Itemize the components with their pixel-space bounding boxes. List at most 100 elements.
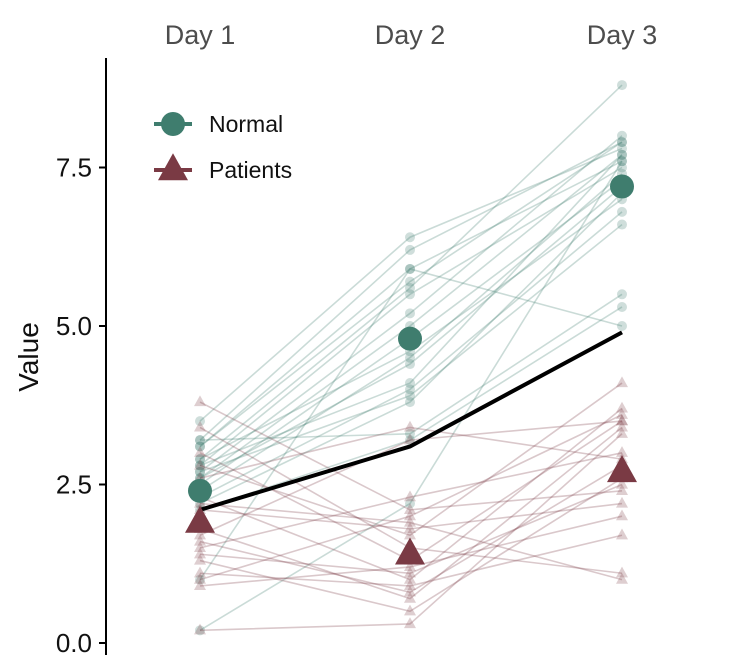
individual-point xyxy=(617,301,627,312)
individual-point xyxy=(194,572,206,584)
individual-point xyxy=(194,534,206,546)
individual-point xyxy=(617,156,627,167)
y-axis-ticks: 0.0 2.5 5.0 7.5 xyxy=(56,153,106,658)
individual-point xyxy=(404,585,416,597)
individual-line xyxy=(199,452,623,549)
individual-line xyxy=(199,420,623,536)
legend-marker-patients xyxy=(158,153,188,181)
individual-point xyxy=(195,441,205,452)
individual-point xyxy=(404,591,416,603)
individual-point xyxy=(195,574,205,585)
individual-point xyxy=(616,566,628,578)
individual-point xyxy=(617,162,627,173)
individual-point xyxy=(195,435,205,446)
individual-point xyxy=(405,435,415,446)
individual-point xyxy=(405,390,415,401)
individual-point xyxy=(616,572,628,584)
individual-line xyxy=(199,141,623,441)
individual-point xyxy=(404,572,416,584)
individual-line xyxy=(199,166,623,467)
individual-point xyxy=(194,541,206,553)
individual-point xyxy=(405,384,415,395)
individual-point xyxy=(616,420,628,432)
individual-point xyxy=(404,515,416,527)
individual-line xyxy=(199,268,623,581)
mean-point-normal xyxy=(398,326,422,351)
individual-point xyxy=(405,428,415,439)
legend-label-normal: Normal xyxy=(209,111,283,137)
individual-lines-patients xyxy=(194,376,628,635)
individual-line xyxy=(199,154,623,479)
legend-key-patients xyxy=(154,153,192,181)
overall-mean-line xyxy=(199,330,623,512)
individual-point xyxy=(195,416,205,427)
individual-point xyxy=(405,244,415,255)
individual-point xyxy=(404,490,416,502)
legend-key-normal xyxy=(154,112,192,136)
individual-point xyxy=(194,446,206,457)
mean-point-patients xyxy=(395,537,425,565)
individual-line xyxy=(199,464,623,594)
y-tick-label: 2.5 xyxy=(56,470,92,500)
individual-point xyxy=(405,263,415,274)
individual-point xyxy=(616,477,628,489)
y-tick-label: 7.5 xyxy=(56,153,92,183)
individual-point xyxy=(194,420,206,432)
individual-point xyxy=(195,454,205,465)
individual-point xyxy=(405,232,415,243)
individual-point xyxy=(405,378,415,389)
individual-point xyxy=(195,460,205,471)
individual-point xyxy=(617,137,627,148)
individual-point xyxy=(617,143,627,154)
mean-point-normal xyxy=(188,478,212,503)
individual-point xyxy=(617,137,627,148)
individual-line xyxy=(199,306,623,511)
individual-point xyxy=(616,414,628,426)
individual-point xyxy=(195,466,205,477)
individual-point xyxy=(404,566,416,578)
individual-point xyxy=(616,414,628,426)
category-label-day1: Day 1 xyxy=(165,20,236,50)
individual-point xyxy=(617,206,627,217)
individual-point xyxy=(616,509,628,521)
individual-point xyxy=(616,446,628,457)
individual-point xyxy=(194,553,206,565)
individual-point xyxy=(616,408,628,419)
individual-point xyxy=(616,484,628,495)
individual-point xyxy=(405,276,415,287)
individual-point xyxy=(404,560,416,572)
individual-point xyxy=(404,433,416,445)
individual-lines-normal xyxy=(195,80,627,636)
individual-point xyxy=(617,156,627,167)
individual-point xyxy=(405,498,415,509)
individual-line xyxy=(199,160,623,448)
individual-line xyxy=(199,502,623,581)
individual-point xyxy=(194,528,206,540)
individual-point xyxy=(404,617,416,629)
individual-point xyxy=(405,397,415,408)
individual-point xyxy=(616,496,628,508)
individual-point xyxy=(617,149,627,160)
individual-point xyxy=(195,460,205,471)
individual-line xyxy=(199,211,623,498)
individual-line xyxy=(199,515,623,587)
individual-point xyxy=(405,359,415,370)
legend-label-patients: Patients xyxy=(209,157,292,183)
individual-point xyxy=(616,528,628,540)
category-labels: Day 1 Day 2 Day 3 xyxy=(165,20,658,50)
individual-line xyxy=(199,483,623,575)
individual-line xyxy=(199,154,623,467)
individual-point xyxy=(405,282,415,293)
legend: Normal Patients xyxy=(154,111,292,183)
individual-line xyxy=(199,414,623,581)
legend-marker-normal xyxy=(161,112,185,136)
individual-point xyxy=(617,80,627,91)
individual-line xyxy=(199,502,623,530)
individual-line xyxy=(199,198,623,460)
individual-point xyxy=(405,289,415,300)
category-label-day3: Day 3 xyxy=(587,20,658,50)
individual-line xyxy=(199,426,623,600)
individual-line xyxy=(199,433,623,632)
individual-point xyxy=(617,149,627,160)
mean-point-patients xyxy=(185,505,215,533)
